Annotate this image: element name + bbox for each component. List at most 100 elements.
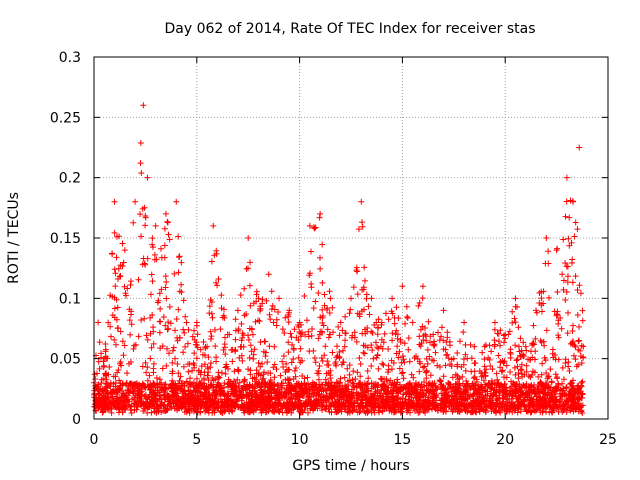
data-point: [479, 349, 486, 356]
data-point: [246, 282, 253, 289]
data-point: [163, 362, 170, 369]
data-point: [357, 403, 364, 410]
data-point: [338, 361, 345, 368]
data-point: [509, 308, 516, 315]
data-point: [253, 376, 260, 383]
data-point: [487, 390, 494, 397]
data-point: [452, 393, 459, 400]
data-point: [131, 342, 138, 349]
data-point: [265, 407, 272, 414]
data-point: [288, 334, 295, 341]
data-point: [257, 363, 264, 370]
data-point: [119, 263, 126, 270]
data-point: [339, 327, 346, 334]
data-point: [419, 295, 426, 302]
data-point: [529, 368, 536, 375]
data-point: [162, 210, 169, 217]
data-point: [305, 328, 312, 335]
data-point: [388, 390, 395, 397]
data-point: [218, 292, 225, 299]
data-point: [405, 335, 412, 342]
y-tick-label: 0: [72, 412, 81, 428]
data-point: [559, 391, 566, 398]
data-point: [301, 292, 308, 299]
data-point: [510, 403, 517, 410]
data-point: [394, 331, 401, 338]
data-point: [399, 369, 406, 376]
data-point: [551, 401, 558, 408]
data-point: [437, 378, 444, 385]
data-point: [114, 275, 121, 282]
data-point: [273, 322, 280, 329]
data-point: [165, 231, 172, 238]
data-point: [576, 337, 583, 344]
data-point: [316, 214, 323, 221]
data-point: [374, 384, 381, 391]
data-point: [112, 283, 119, 290]
data-point: [552, 371, 559, 378]
data-point: [148, 409, 155, 416]
data-point: [319, 241, 326, 248]
data-point: [153, 401, 160, 408]
data-point: [448, 363, 455, 370]
data-point: [566, 242, 573, 249]
data-point: [565, 309, 572, 316]
data-point: [431, 402, 438, 409]
data-point: [395, 354, 402, 361]
data-point: [508, 396, 515, 403]
data-point: [380, 361, 387, 368]
data-point: [142, 385, 149, 392]
data-point: [285, 349, 292, 356]
data-point: [544, 374, 551, 381]
data-point: [388, 366, 395, 373]
data-point: [266, 393, 273, 400]
data-point: [383, 390, 390, 397]
data-point: [530, 396, 537, 403]
data-point: [266, 311, 273, 318]
data-point: [234, 307, 241, 314]
data-point: [444, 334, 451, 341]
data-point: [547, 403, 554, 410]
data-point: [560, 376, 567, 383]
data-point: [358, 198, 365, 205]
data-point: [110, 386, 117, 393]
data-point: [212, 343, 219, 350]
data-point: [225, 376, 232, 383]
data-point: [454, 376, 461, 383]
data-point: [578, 394, 585, 401]
data-point: [578, 402, 585, 409]
data-point: [545, 260, 552, 267]
data-point: [162, 273, 169, 280]
data-point: [315, 376, 322, 383]
data-point: [274, 390, 281, 397]
data-point: [105, 319, 112, 326]
data-point: [140, 381, 147, 388]
data-point: [309, 379, 316, 386]
data-point: [183, 379, 190, 386]
data-point: [119, 240, 126, 247]
data-point: [297, 384, 304, 391]
data-point: [126, 389, 133, 396]
data-point: [120, 259, 127, 266]
data-point: [411, 401, 418, 408]
data-point: [578, 359, 585, 366]
data-point: [306, 390, 313, 397]
data-point: [271, 306, 278, 313]
data-point: [419, 392, 426, 399]
data-point: [259, 407, 266, 414]
data-point: [385, 403, 392, 410]
data-point: [319, 306, 326, 313]
data-point: [399, 283, 406, 290]
data-point: [308, 400, 315, 407]
data-point: [507, 349, 514, 356]
data-point: [432, 384, 439, 391]
data-point: [176, 253, 183, 260]
data-point: [575, 338, 582, 345]
data-point: [369, 347, 376, 354]
data-point: [343, 391, 350, 398]
data-point: [250, 355, 257, 362]
data-point: [486, 356, 493, 363]
data-point: [147, 314, 154, 321]
data-point: [353, 338, 360, 345]
data-point: [173, 198, 180, 205]
